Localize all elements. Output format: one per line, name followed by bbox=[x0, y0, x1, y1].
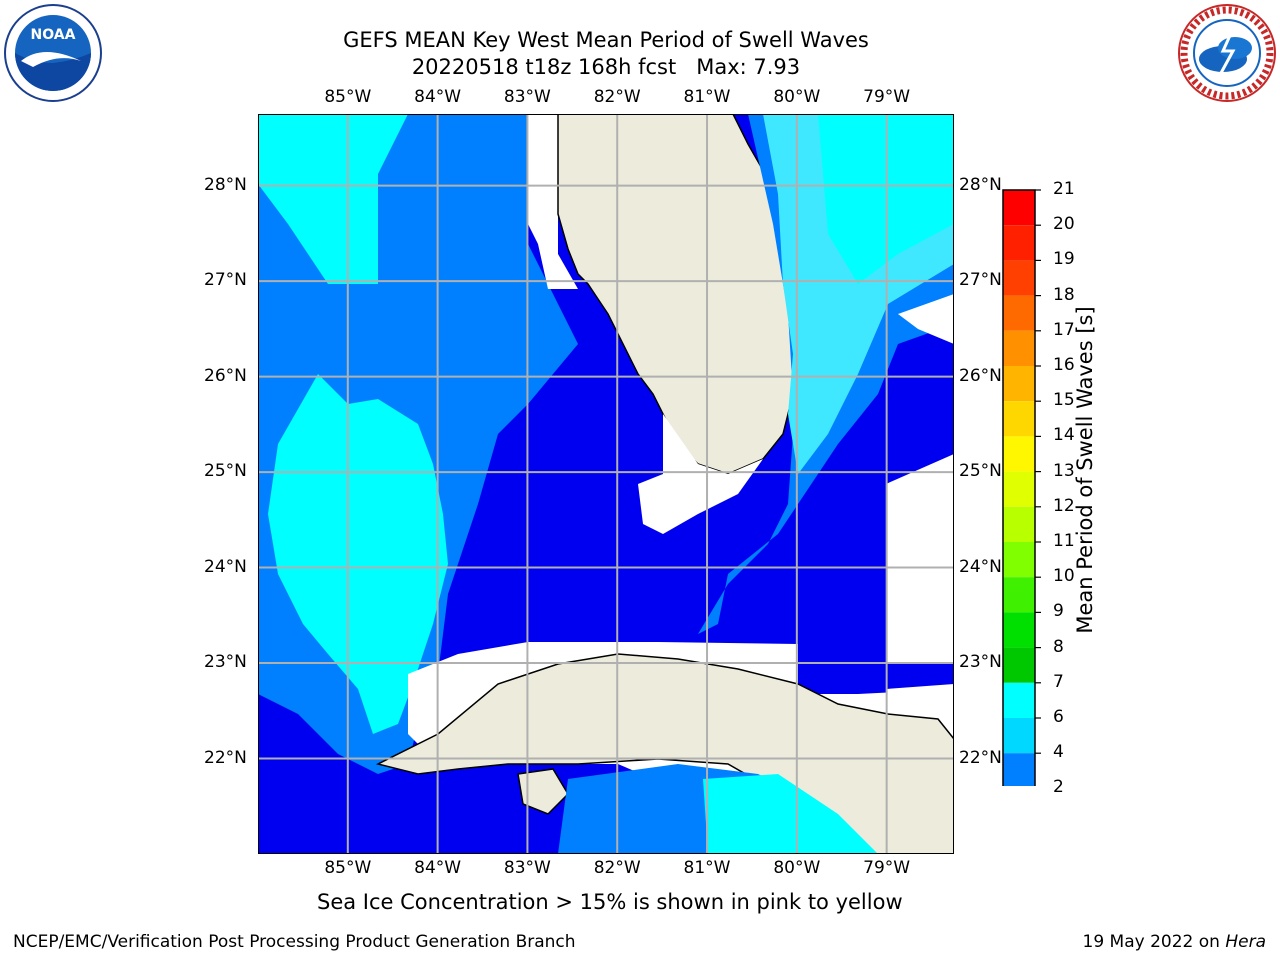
colorbar-tick-label: 11 bbox=[1053, 531, 1075, 551]
swell-period-6-7s-south bbox=[703, 774, 878, 854]
nws-logo bbox=[1178, 4, 1276, 102]
colorbar-segment bbox=[1003, 330, 1035, 366]
noaa-logo-text: NOAA bbox=[31, 27, 76, 43]
lon-tick-label: 83°W bbox=[503, 858, 551, 878]
colorbar-segment bbox=[1003, 577, 1035, 613]
colorbar-segment bbox=[1003, 436, 1035, 472]
colorbar-tick-label: 9 bbox=[1053, 601, 1064, 622]
lat-tick-label-left: 24°N bbox=[204, 556, 247, 577]
lon-tick-label: 81°W bbox=[683, 87, 731, 107]
lon-tick-label: 82°W bbox=[593, 858, 641, 878]
colorbar-tick-label: 4 bbox=[1053, 742, 1064, 763]
colorbar-tick-label: 16 bbox=[1053, 355, 1075, 375]
masked-area-bahamas-central bbox=[886, 454, 954, 664]
footer-date-text: 19 May 2022 on bbox=[1082, 932, 1226, 952]
colorbar-tick-label: 17 bbox=[1053, 319, 1075, 340]
colorbar-segment bbox=[1003, 401, 1035, 437]
colorbar-tick-label: 12 bbox=[1053, 495, 1075, 516]
lat-tick-label-right: 28°N bbox=[959, 174, 1002, 195]
lat-tick-label-right: 22°N bbox=[959, 747, 1002, 768]
colorbar-segment bbox=[1003, 366, 1035, 402]
colorbar-segment bbox=[1003, 295, 1035, 331]
lon-tick-label: 83°W bbox=[503, 87, 551, 107]
colorbar-segment bbox=[1003, 225, 1035, 261]
lat-tick-label-left: 28°N bbox=[204, 174, 247, 195]
lon-tick-label: 84°W bbox=[414, 87, 462, 107]
colorbar-tick-label: 14 bbox=[1053, 425, 1075, 446]
colorbar-tick-label: 18 bbox=[1053, 284, 1075, 305]
noaa-logo: NOAA bbox=[4, 4, 102, 102]
colorbar-frame bbox=[1002, 189, 1036, 786]
lat-tick-label-right: 27°N bbox=[959, 270, 1002, 291]
lon-tick-label: 82°W bbox=[593, 87, 641, 107]
colorbar-tick-label: 8 bbox=[1053, 636, 1064, 657]
lon-tick-label: 79°W bbox=[863, 87, 911, 107]
colorbar-segment bbox=[1003, 612, 1035, 648]
colorbar-segment bbox=[1003, 718, 1035, 754]
lon-tick-label: 79°W bbox=[863, 858, 911, 878]
graticule bbox=[258, 114, 954, 854]
colorbar-segment bbox=[1003, 260, 1035, 296]
colorbar-tick-label: 15 bbox=[1053, 390, 1075, 411]
colorbar-tick-label: 21 bbox=[1053, 179, 1075, 199]
lon-tick-label: 80°W bbox=[773, 87, 821, 107]
colorbar-segment bbox=[1003, 471, 1035, 507]
lat-tick-label-right: 25°N bbox=[959, 461, 1002, 482]
colorbar-segment bbox=[1003, 753, 1035, 786]
masked-area-bahamas-north bbox=[898, 294, 954, 344]
colorbar-segment bbox=[1003, 190, 1035, 226]
colorbar-tick-label: 10 bbox=[1053, 566, 1075, 587]
footer-host: Hera bbox=[1225, 932, 1266, 952]
colorbar-segment bbox=[1003, 506, 1035, 542]
footer-branch: NCEP/EMC/Verification Post Processing Pr… bbox=[13, 932, 576, 952]
swell-period-6-7s-southwest bbox=[268, 374, 448, 734]
chart-subtitle: 20220518 t18z 168h fcst Max: 7.93 bbox=[411, 55, 801, 79]
footer-date: 19 May 2022 on Hera bbox=[1083, 932, 1267, 952]
lon-tick-label: 84°W bbox=[414, 858, 462, 878]
lat-tick-label-right: 26°N bbox=[959, 365, 1002, 386]
lat-tick-label-left: 26°N bbox=[204, 365, 247, 386]
swell-period-6-7s-west bbox=[258, 114, 408, 284]
chart-title: GEFS MEAN Key West Mean Period of Swell … bbox=[343, 28, 869, 52]
sea-ice-note: Sea Ice Concentration > 15% is shown in … bbox=[317, 890, 903, 914]
colorbar-tick-label: 6 bbox=[1053, 707, 1064, 727]
lon-tick-label: 85°W bbox=[324, 87, 372, 107]
colorbar-tick-label: 13 bbox=[1053, 460, 1075, 481]
lat-tick-label-left: 22°N bbox=[204, 747, 247, 768]
masked-area-florida-keys bbox=[638, 414, 763, 534]
colorbar-tick-label: 19 bbox=[1053, 249, 1075, 270]
colorbar-segment bbox=[1003, 682, 1035, 718]
colorbar-label: Mean Period of Swell Waves [s] bbox=[1073, 306, 1097, 634]
isle-of-youth-land bbox=[517, 768, 569, 815]
lat-tick-label-left: 25°N bbox=[204, 461, 247, 482]
lat-tick-label-right: 24°N bbox=[959, 556, 1002, 577]
colorbar-segment bbox=[1003, 542, 1035, 578]
lat-tick-label-left: 27°N bbox=[204, 270, 247, 291]
lon-tick-label: 85°W bbox=[324, 858, 372, 878]
map-plot bbox=[258, 114, 954, 854]
colorbar-tick-label: 20 bbox=[1053, 214, 1075, 235]
lat-tick-label-left: 23°N bbox=[204, 652, 247, 673]
colorbar-tick-label: 2 bbox=[1053, 777, 1064, 798]
colorbar bbox=[1002, 189, 1041, 786]
masked-area-west-florida bbox=[528, 114, 578, 289]
lon-tick-label: 81°W bbox=[683, 858, 731, 878]
colorbar-tick-label: 7 bbox=[1053, 671, 1064, 692]
lat-tick-label-right: 23°N bbox=[959, 652, 1002, 673]
lon-tick-label: 80°W bbox=[773, 858, 821, 878]
colorbar-segment bbox=[1003, 647, 1035, 683]
